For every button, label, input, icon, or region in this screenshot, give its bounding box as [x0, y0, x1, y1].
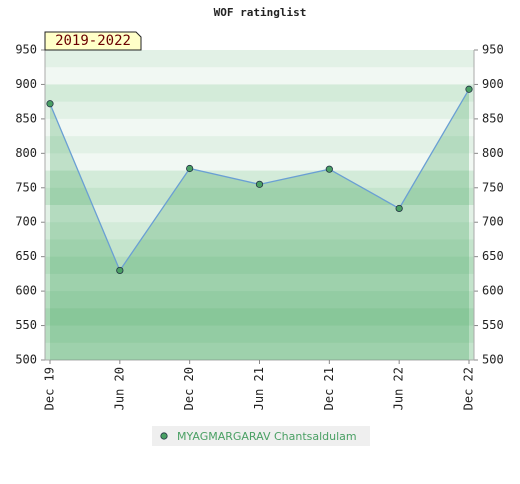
y-tick-label: 600	[15, 284, 37, 298]
point	[46, 100, 54, 108]
y2-tick-label: 950	[482, 43, 504, 57]
y-tick-label: 900	[15, 77, 37, 91]
y-tick-label: 500	[15, 353, 37, 367]
background-band	[45, 205, 474, 223]
point	[465, 85, 473, 93]
y-tick-label: 650	[15, 249, 37, 263]
x-tick-label: Jun 20	[112, 367, 126, 410]
x-tick-label: Dec 20	[182, 367, 196, 410]
y2-tick-label: 700	[482, 215, 504, 229]
annotation-box	[44, 31, 142, 51]
x-tick-label: Dec 22	[462, 367, 476, 410]
y2-tick-label: 900	[482, 77, 504, 91]
y2-tick-label: 750	[482, 180, 504, 194]
point	[325, 165, 333, 173]
background-band	[45, 239, 474, 258]
background-band	[45, 291, 474, 309]
point	[186, 164, 194, 173]
background-band	[45, 273, 474, 292]
y2-tick-label: 600	[482, 284, 504, 298]
x-tick-label: Dec 19	[43, 367, 57, 410]
legend-box	[152, 426, 370, 446]
y-tick-label: 700	[15, 215, 37, 229]
background-band	[45, 256, 474, 275]
legend: MYAGMARGARAV Chantsaldulam	[152, 426, 370, 446]
background-band	[45, 308, 474, 327]
background-band	[45, 84, 474, 103]
y2-tick-label: 500	[482, 353, 504, 367]
y-tick-label: 850	[15, 111, 37, 125]
chart-title: WOF ratinglist	[214, 6, 307, 19]
y2-tick-label: 800	[482, 146, 504, 160]
background-band	[45, 153, 474, 172]
background-band	[45, 170, 474, 189]
background-band	[45, 222, 474, 240]
x-tick-label: Jun 21	[252, 367, 266, 410]
background-band	[45, 50, 474, 68]
legend-label: MYAGMARGARAV Chantsaldulam	[177, 430, 357, 443]
x-tick-label: Dec 21	[322, 367, 336, 410]
background-band	[45, 342, 474, 361]
background-band	[45, 325, 474, 344]
background-band	[45, 118, 474, 137]
background-band	[45, 67, 474, 85]
y-tick-label: 550	[15, 318, 37, 332]
y-tick-label: 750	[15, 180, 37, 194]
y-tick-label: 800	[15, 146, 37, 160]
y2-tick-label: 550	[482, 318, 504, 332]
y2-tick-label: 650	[482, 249, 504, 263]
point	[395, 204, 403, 213]
background-band	[45, 136, 474, 154]
y2-tick-label: 850	[482, 111, 504, 125]
x-tick-label: Jun 22	[392, 367, 406, 410]
annotation: 2019-2022	[55, 33, 131, 49]
background-band	[45, 101, 474, 120]
area	[50, 89, 469, 361]
background-band	[45, 187, 474, 206]
point	[116, 266, 124, 275]
point	[255, 180, 264, 188]
y-tick-label: 950	[15, 43, 37, 57]
legend-marker	[160, 432, 168, 440]
